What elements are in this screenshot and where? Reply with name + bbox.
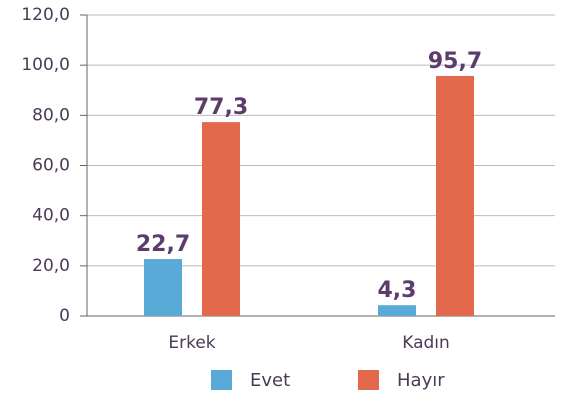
y-tick-label: 60,0 (32, 156, 70, 176)
y-tick-label: 80,0 (32, 105, 70, 125)
bar (378, 305, 416, 316)
legend-swatch (358, 370, 379, 390)
bar (144, 259, 182, 316)
value-label: 77,3 (194, 95, 248, 120)
value-label: 22,7 (136, 232, 190, 257)
x-tick-label: Erkek (168, 333, 215, 353)
legend-swatch (211, 370, 232, 390)
y-tick-label: 20,0 (32, 256, 70, 276)
bar (436, 75, 474, 316)
legend-label: Hayır (397, 370, 445, 391)
x-tick-label: Kadın (402, 333, 450, 353)
y-tick-label: 100,0 (21, 55, 70, 75)
value-label: 95,7 (428, 49, 482, 74)
y-tick-label: 120,0 (21, 5, 70, 25)
y-tick-label: 40,0 (32, 206, 70, 226)
value-label: 4,3 (378, 278, 417, 303)
legend-label: Evet (250, 370, 290, 391)
y-tick-label: 0 (59, 306, 70, 326)
bar (202, 122, 240, 316)
